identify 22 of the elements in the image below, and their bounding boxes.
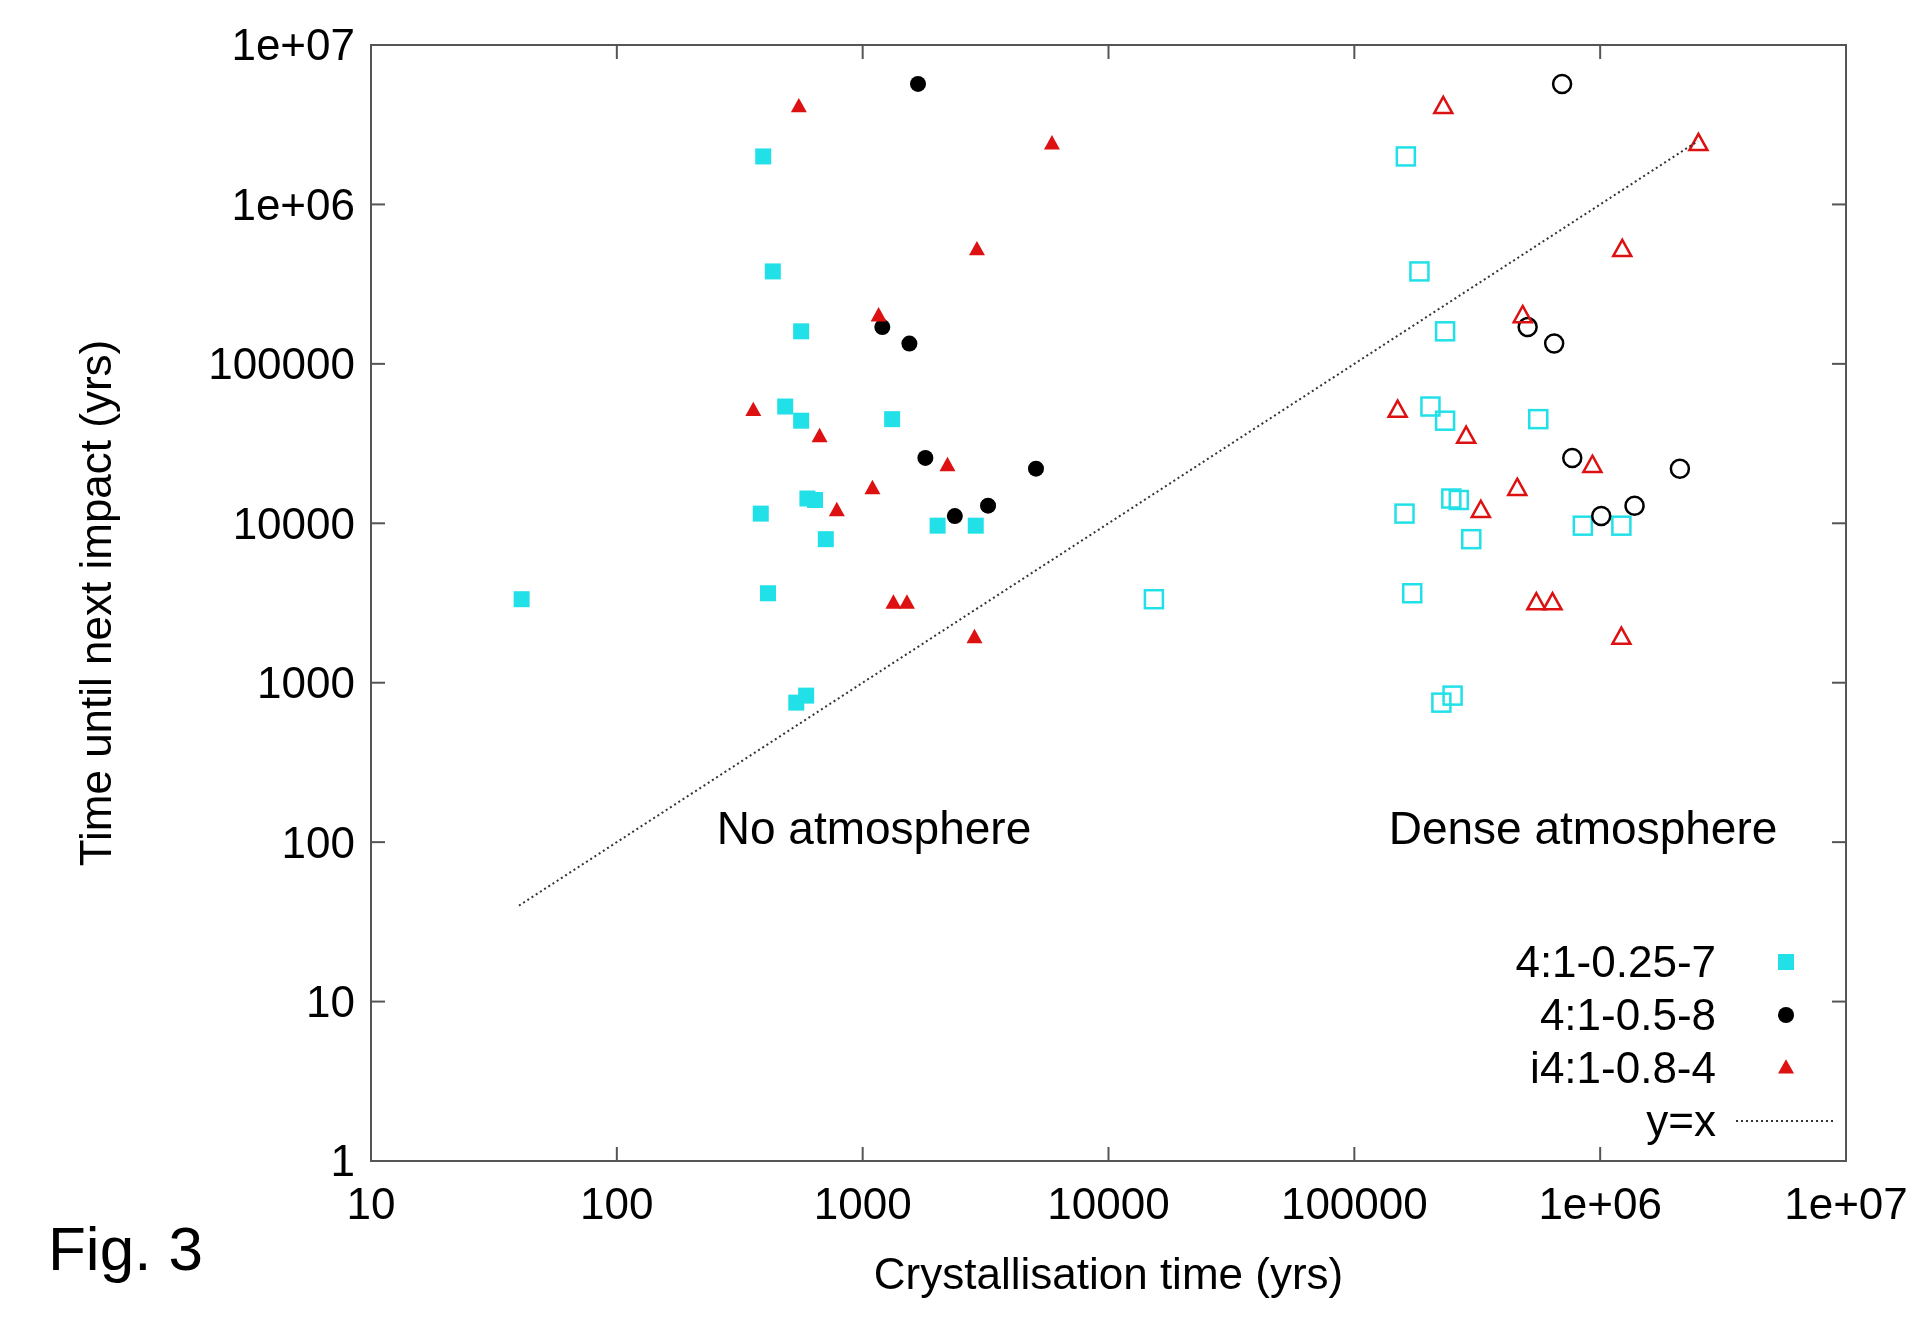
- legend-label: i4:1-0.8-4: [1530, 1043, 1716, 1093]
- x-axis-title: Crystallisation time (yrs): [873, 1249, 1344, 1298]
- x-tick-label: 1000: [813, 1179, 912, 1228]
- legend-label: y=x: [1646, 1096, 1716, 1146]
- y-tick-label: 10: [306, 976, 355, 1026]
- y-tick-label: 100000: [208, 339, 355, 389]
- y-tick-label: 1000: [257, 658, 355, 708]
- y-tick-label: 1e+06: [231, 179, 355, 229]
- y-tick-label: 100: [281, 817, 355, 867]
- x-tick-label: 100000: [1280, 1179, 1428, 1228]
- x-tick-label: 1e+06: [1538, 1179, 1662, 1228]
- x-tick-label: 100: [580, 1179, 654, 1228]
- legend-label: 4:1-0.5-8: [1539, 990, 1716, 1040]
- y-tick-label: 1e+07: [231, 20, 355, 70]
- y-tick-label: 10000: [232, 498, 355, 548]
- x-tick-label: 10000: [1047, 1179, 1170, 1228]
- y-axis-title: Time until next impact (yrs): [71, 339, 120, 867]
- x-tick-label: 1e+07: [1784, 1179, 1908, 1228]
- caption: Fig. 3: [48, 1214, 204, 1283]
- annotation: No atmosphere: [716, 802, 1032, 854]
- legend-label: 4:1-0.25-7: [1515, 937, 1716, 987]
- annotation: Dense atmosphere: [1388, 802, 1778, 854]
